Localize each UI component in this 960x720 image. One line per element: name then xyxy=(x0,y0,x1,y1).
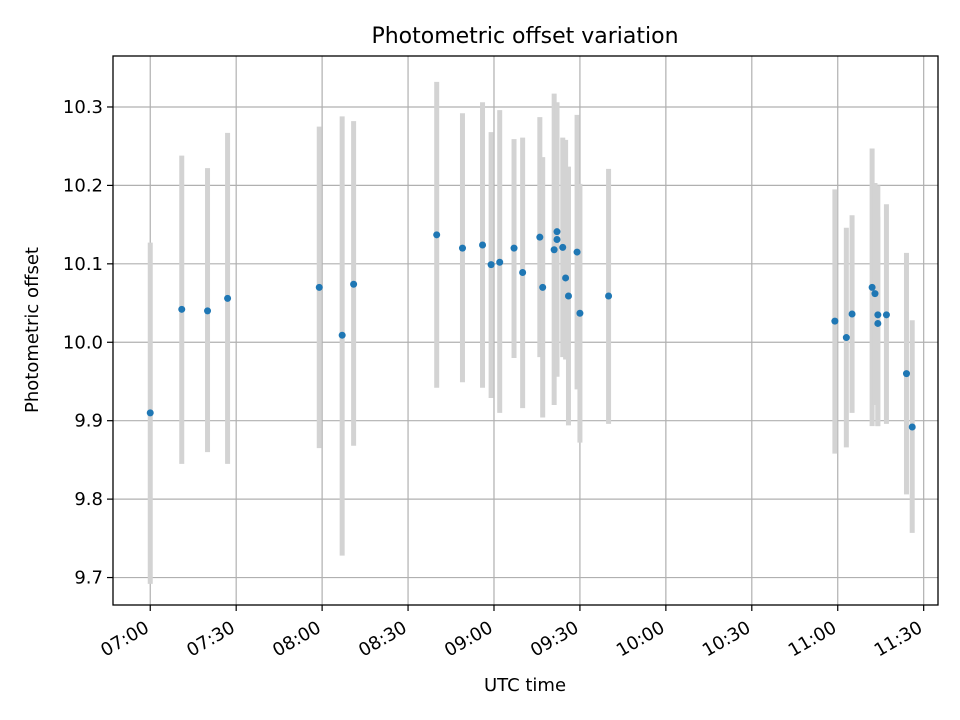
grid xyxy=(113,56,938,605)
y-tick-label: 9.7 xyxy=(74,568,103,589)
x-tick-label: 09:30 xyxy=(527,617,582,661)
data-point xyxy=(908,423,916,431)
data-point xyxy=(315,283,323,291)
x-tick-label: 11:00 xyxy=(785,617,840,661)
data-point xyxy=(842,334,850,342)
data-point xyxy=(519,268,527,276)
data-point xyxy=(224,294,232,302)
data-point xyxy=(564,292,572,300)
data-point xyxy=(553,228,561,236)
data-point xyxy=(882,311,890,319)
data-point xyxy=(553,236,561,244)
plot-frame xyxy=(112,55,939,606)
y-tick-label: 9.9 xyxy=(74,411,103,432)
data-point xyxy=(458,244,466,252)
data-point xyxy=(605,292,613,300)
data-point xyxy=(204,307,212,315)
data-point xyxy=(848,310,856,318)
data-point xyxy=(338,331,346,339)
y-tick-label: 10.1 xyxy=(63,254,103,275)
x-tick-label: 10:30 xyxy=(699,617,754,661)
data-point xyxy=(831,317,839,325)
data-point xyxy=(479,241,487,249)
data-point xyxy=(178,305,186,313)
y-tick-label: 10.0 xyxy=(63,332,103,353)
data-point xyxy=(573,248,581,256)
x-axis-ticks: 07:00 07:30 08:00 08:30 09:00 09:30 10:00 10:30… xyxy=(97,605,926,661)
data-point xyxy=(510,244,518,252)
x-tick-label: 11:30 xyxy=(871,617,926,661)
data-points xyxy=(146,228,916,431)
error-bars xyxy=(147,81,915,584)
data-point xyxy=(874,319,882,327)
data-point xyxy=(536,233,544,241)
x-tick-label: 08:30 xyxy=(355,617,410,661)
data-point xyxy=(496,258,504,266)
data-point xyxy=(902,370,910,378)
y-tick-label: 9.8 xyxy=(74,489,103,510)
x-tick-label: 07:30 xyxy=(183,617,238,661)
y-axis-ticks: 9.7 9.8 9.9 10.0 10.1 10.2 10.3 xyxy=(63,97,113,589)
data-point xyxy=(487,261,495,269)
data-point xyxy=(559,243,567,251)
y-axis-label: Photometric offset xyxy=(22,247,43,413)
x-tick-label: 07:00 xyxy=(97,617,152,661)
data-point xyxy=(868,283,876,291)
data-point xyxy=(576,309,584,317)
data-point xyxy=(146,409,154,417)
x-axis-label: UTC time xyxy=(484,675,566,696)
x-tick-label: 09:00 xyxy=(441,617,496,661)
x-tick-label: 08:00 xyxy=(269,617,324,661)
x-tick-label: 10:00 xyxy=(613,617,668,661)
data-point xyxy=(871,290,879,298)
data-point xyxy=(562,274,570,282)
data-point xyxy=(874,311,882,319)
chart-title: Photometric offset variation xyxy=(371,24,678,49)
y-tick-label: 10.3 xyxy=(63,97,103,118)
data-point xyxy=(350,280,358,288)
data-point xyxy=(433,231,441,239)
data-point xyxy=(539,283,547,291)
y-tick-label: 10.2 xyxy=(63,175,103,196)
data-point xyxy=(550,246,558,254)
